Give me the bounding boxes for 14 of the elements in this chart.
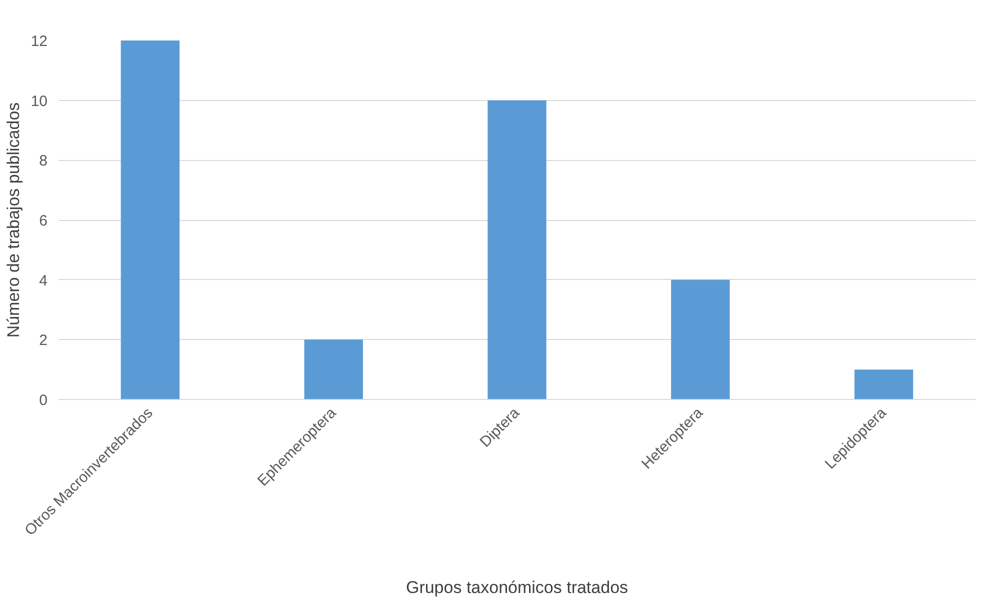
bar xyxy=(120,40,180,400)
y-tick-label: 10 xyxy=(30,92,48,110)
bar xyxy=(304,340,363,400)
y-tick-label: 8 xyxy=(39,152,48,170)
bar xyxy=(671,280,730,400)
x-axis-title: Grupos taxonómicos tratados xyxy=(406,578,628,598)
y-tick-label: 12 xyxy=(30,33,48,50)
y-tick-label: 4 xyxy=(39,272,48,290)
y-tick-label: 0 xyxy=(39,392,48,409)
y-tick-label: 6 xyxy=(39,212,48,230)
y-tick-label: 2 xyxy=(39,332,48,350)
bar xyxy=(488,100,546,400)
bar xyxy=(854,370,914,400)
y-axis-title: Número de trabajos publicados xyxy=(4,102,23,338)
